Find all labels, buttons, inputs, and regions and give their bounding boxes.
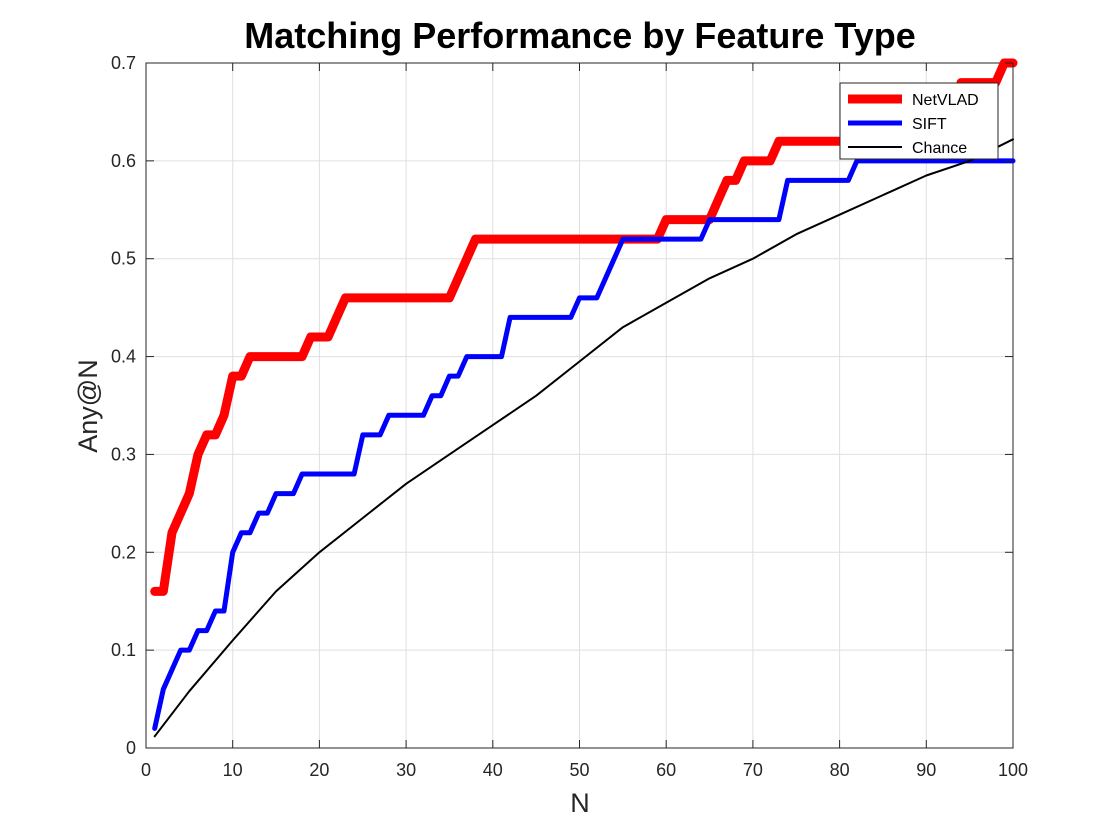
series-line-sift [152,158,1016,731]
x-axis-label: N [570,788,590,818]
x-tick-label: 100 [998,760,1028,780]
y-tick-label: 0.2 [111,542,136,562]
x-tick-label: 60 [656,760,676,780]
x-tick-label: 30 [396,760,416,780]
legend-label-netvlad: NetVLAD [912,92,979,109]
y-tick-label: 0.1 [111,640,136,660]
x-tick-label: 20 [309,760,329,780]
chart-title: Matching Performance by Feature Type [244,15,916,56]
x-tick-label: 80 [830,760,850,780]
x-tick-label: 50 [569,760,589,780]
y-axis-label: Any@N [73,359,103,452]
y-tick-label: 0.6 [111,151,136,171]
y-tick-label: 0.3 [111,444,136,464]
x-tick-label: 10 [223,760,243,780]
x-tick-label: 40 [483,760,503,780]
y-tick-label: 0 [126,738,136,758]
y-tick-label: 0.7 [111,53,136,73]
legend: NetVLAD SIFT Chance [839,82,999,160]
y-tick-label: 0.4 [111,347,136,367]
tick-labels: 0 10 20 30 40 50 60 70 80 90 100 0 0.1 0.2 0.3 0.4 0.5 0.… [111,53,1028,780]
x-tick-label: 0 [141,760,151,780]
x-tick-label: 90 [916,760,936,780]
x-tick-label: 70 [743,760,763,780]
legend-label-sift: SIFT [912,116,947,133]
legend-label-chance: Chance [912,140,967,157]
series-line-chance [153,138,1014,738]
y-tick-label: 0.5 [111,249,136,269]
